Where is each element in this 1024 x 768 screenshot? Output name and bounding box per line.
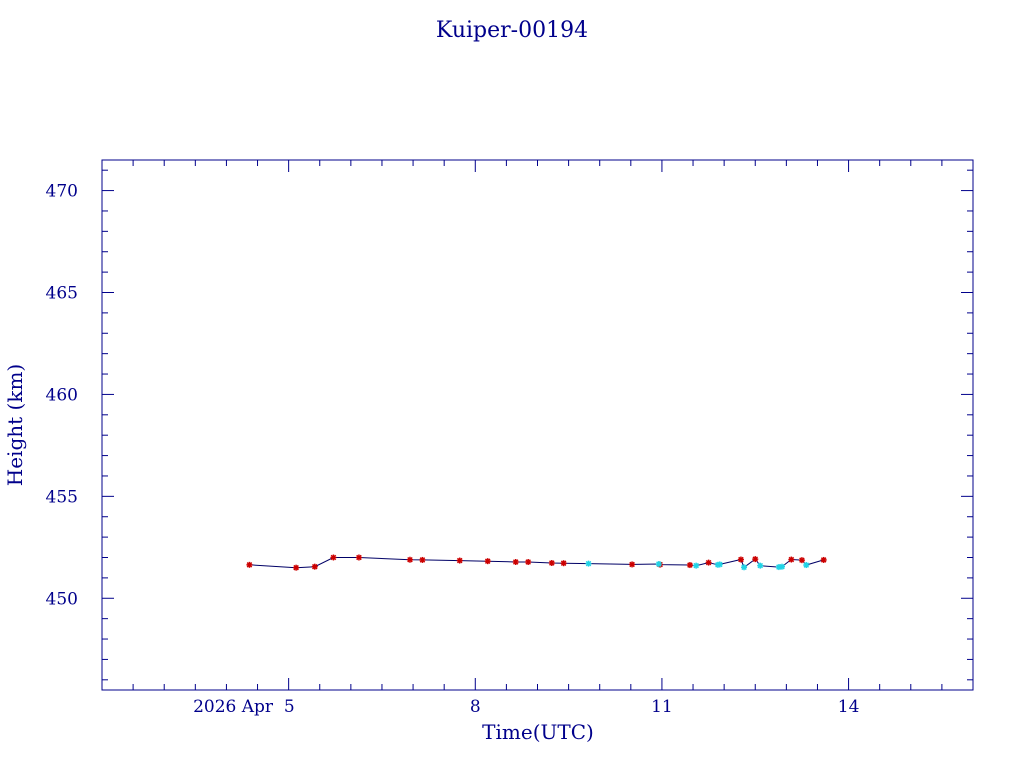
red-star-marker (419, 556, 426, 563)
red-star-marker (246, 561, 253, 568)
y-tick-label: 465 (46, 284, 78, 304)
cyan-star-marker (693, 562, 700, 569)
y-tick-label: 470 (46, 182, 78, 202)
red-star-marker (293, 564, 300, 571)
red-star-marker (705, 559, 712, 566)
x-tick-label: 2026 Apr 5 (193, 697, 295, 717)
red-star-marker (548, 560, 555, 567)
red-star-marker (456, 557, 463, 564)
cyan-star-marker (775, 564, 782, 571)
red-star-marker (355, 554, 362, 561)
red-star-marker (820, 556, 827, 563)
x-tick-label: 14 (838, 697, 860, 717)
cyan-star-marker (757, 562, 764, 569)
x-tick-label: 11 (651, 697, 673, 717)
red-star-marker (737, 556, 744, 563)
red-star-marker (798, 557, 805, 564)
red-star-marker (525, 558, 532, 565)
red-star-marker (311, 563, 318, 570)
y-axis-label: Height (km) (3, 364, 27, 486)
cyan-star-marker (716, 561, 723, 568)
cyan-star-marker (803, 562, 810, 569)
red-star-marker (686, 562, 693, 569)
x-tick-label: 8 (470, 697, 481, 717)
red-star-marker (406, 556, 413, 563)
cyan-star-marker (655, 561, 662, 568)
axis-ticks (101, 160, 974, 690)
red-star-marker (560, 560, 567, 567)
red-star-marker (752, 556, 759, 563)
red-star-marker (629, 561, 636, 568)
data-markers (246, 554, 827, 571)
x-tick-labels: 2026 Apr 5 8 11 14 (193, 697, 859, 717)
x-axis-label: Time(UTC) (482, 720, 594, 744)
y-tick-labels: 450 455 460 465 470 (46, 182, 78, 610)
red-star-marker (484, 558, 491, 565)
plot-frame (101, 159, 974, 691)
y-tick-label: 455 (46, 487, 78, 507)
red-star-marker (788, 556, 795, 563)
y-tick-label: 460 (46, 385, 78, 405)
red-star-marker (512, 558, 519, 565)
cyan-star-marker (585, 560, 592, 567)
cyan-star-marker (741, 564, 748, 571)
y-tick-label: 450 (46, 589, 78, 609)
red-star-marker (330, 554, 337, 561)
chart-title: Kuiper-00194 (436, 18, 588, 43)
